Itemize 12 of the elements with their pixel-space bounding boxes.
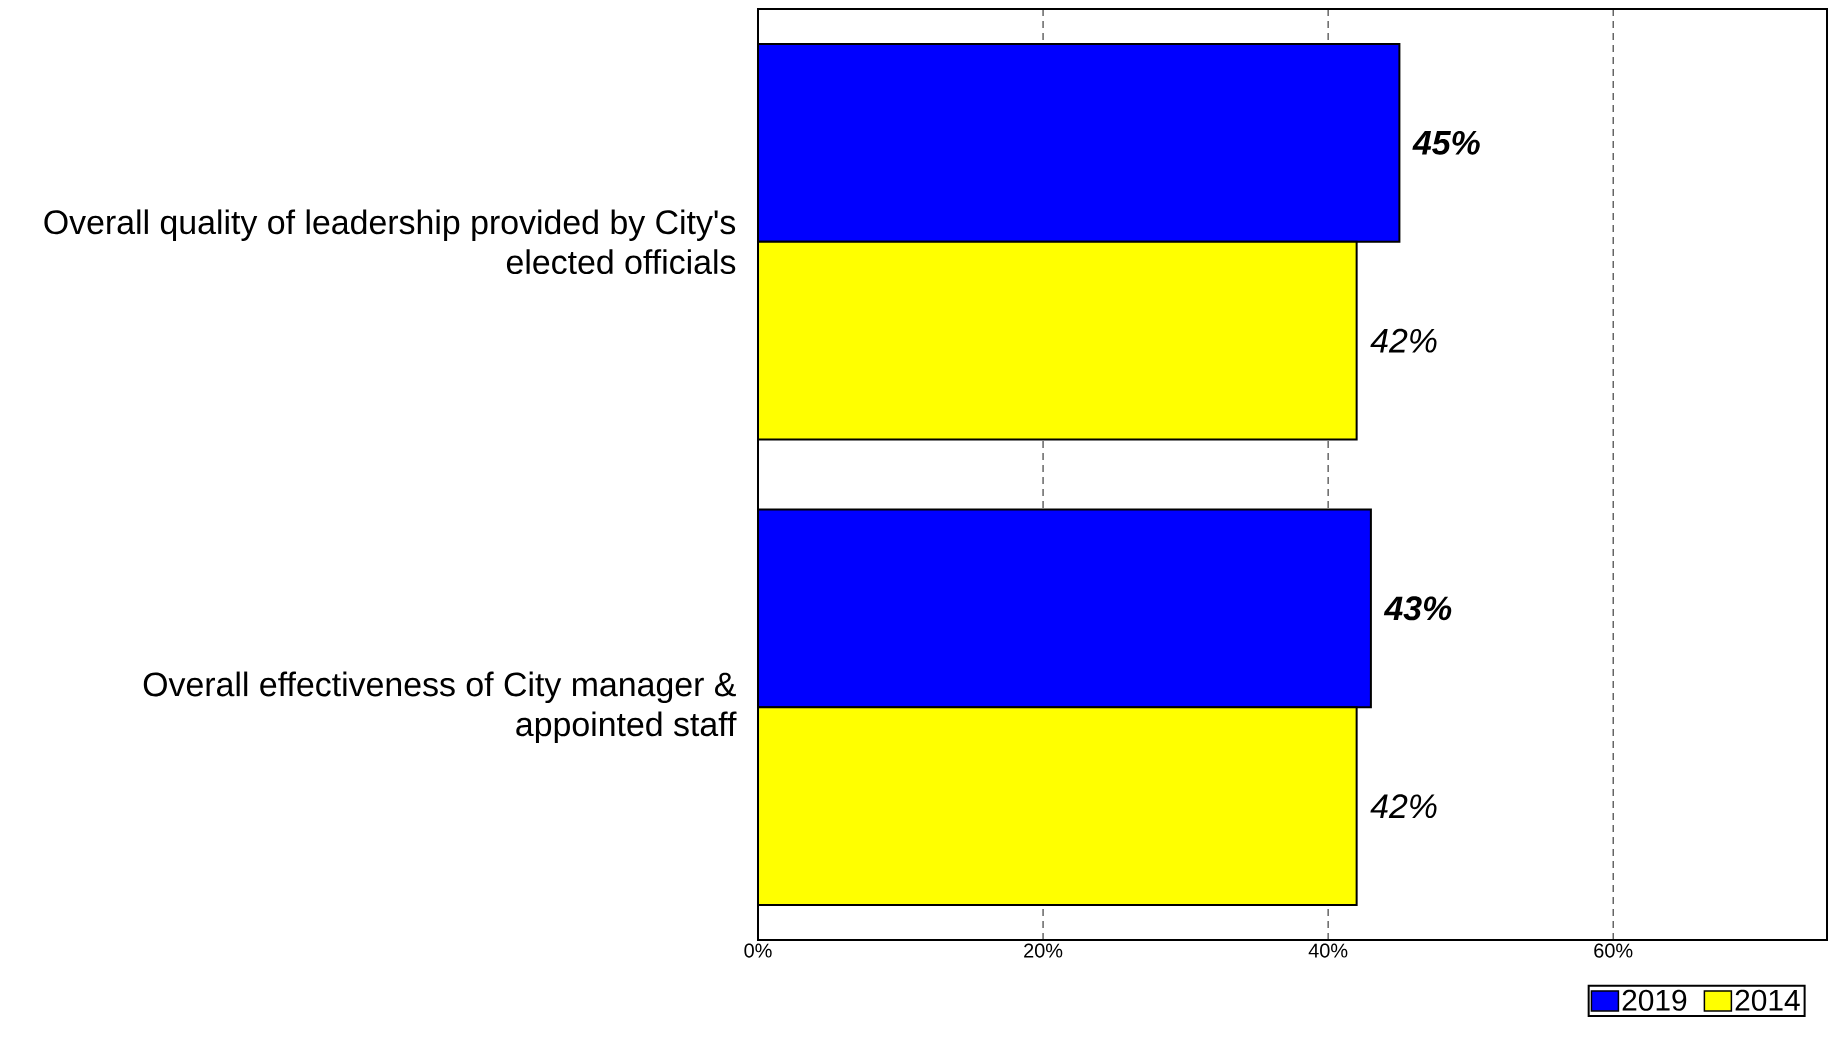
x-tick-label: 0% — [744, 943, 772, 958]
x-tick-label: 40% — [1308, 943, 1348, 958]
x-tick-label: 60% — [1594, 943, 1633, 958]
data-label: 43% — [1383, 596, 1452, 621]
y-tick-label: Overall effectiveness of City manager & appointed staff — [143, 671, 737, 743]
data-label: 45% — [1412, 130, 1480, 155]
y-tick-label: Overall quality of leadership provided by City's elected officials — [44, 209, 736, 275]
data-label: 42% — [1370, 794, 1437, 819]
legend-label: 2014 — [1735, 989, 1800, 1011]
x-tick-label: 20% — [1024, 943, 1063, 958]
data-label: 42% — [1370, 328, 1437, 353]
legend-label: 2019 — [1622, 989, 1687, 1011]
